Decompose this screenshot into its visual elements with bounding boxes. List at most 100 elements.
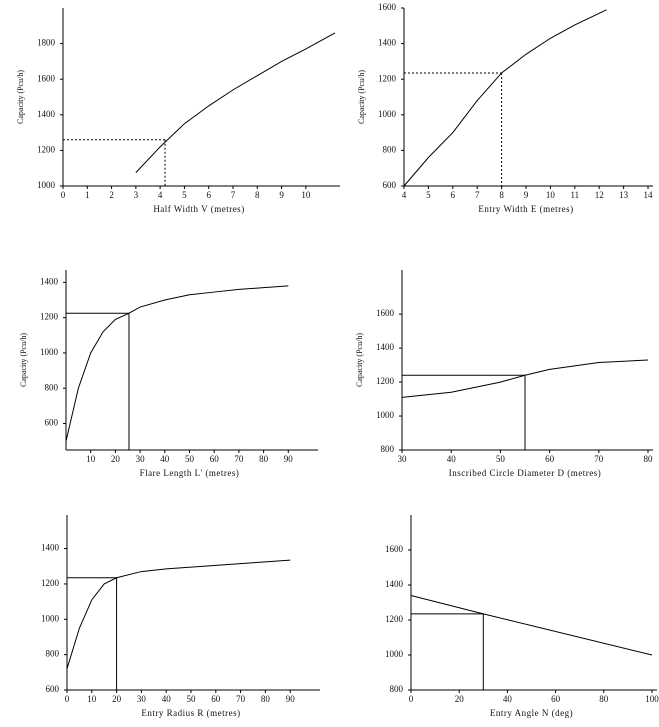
y-tick-label: 1400 [376,342,395,352]
x-tick-label: 60 [211,694,221,704]
line-chart: 10 20 30 40 50 60 70 80 90 600 800 1000 1200 1400 Flar… [19,270,318,478]
x-tick-label: 8 [255,190,260,200]
x-tick-label: 0 [61,190,66,200]
x-tick-label: 40 [160,454,170,464]
x-tick-label: 9 [524,190,529,200]
x-tick-label: 70 [594,454,604,464]
x-tick-label: 6 [206,190,211,200]
y-tick-label: 1200 [378,73,397,83]
y-tick-label: 1600 [376,308,395,318]
x-tick-label: 10 [301,190,311,200]
y-axis-label: Capacity (Pcu/h) [16,70,25,124]
x-tick-label: 13 [619,190,629,200]
curve [401,359,649,398]
y-tick-label: 1200 [37,144,56,154]
line-chart: 4 5 6 7 8 9 10 11 12 13 14 600 800 1000 1200 1400 1600 En… [357,2,653,214]
x-tick-label: 80 [259,454,269,464]
y-tick-label: 1000 [41,613,60,623]
y-tick-label: 1000 [385,649,404,659]
x-tick-label: 80 [599,694,609,704]
x-tick-label: 60 [551,694,561,704]
y-tick-label: 1000 [376,410,395,420]
y-tick-label: 600 [45,418,59,428]
x-tick-label: 9 [279,190,284,200]
x-tick-label: 14 [644,190,654,200]
x-tick-label: 80 [644,454,654,464]
x-tick-label: 90 [284,454,294,464]
line-chart: 30 40 50 60 70 80 800 1000 1200 1400 1600 Inscribed… [355,270,653,478]
y-tick-label: 1400 [40,276,59,286]
y-tick-label: 600 [46,684,60,694]
x-axis-label: Entry Width E (metres) [478,204,573,214]
y-tick-label: 1400 [41,543,60,553]
x-tick-label: 6 [451,190,456,200]
x-tick-label: 0 [409,694,414,704]
x-tick-label: 1 [85,190,90,200]
x-axis-label: Entry Angle N (deg) [490,708,573,718]
x-tick-label: 40 [503,694,513,704]
x-tick-label: 3 [134,190,139,200]
y-tick-label: 1600 [385,544,404,554]
line-chart: 0 20 40 60 80 100 800 1000 1200 1400 1600 Entry Ang… [385,515,659,718]
x-tick-label: 10 [86,454,96,464]
y-axis-label: Capacity (Pcu/h) [19,333,28,387]
x-axis-label: Inscribed Circle Diameter D (metres) [449,468,601,478]
curve [66,559,291,669]
y-axis-label: Capacity (Pcu/h) [357,70,366,124]
x-tick-label: 70 [234,454,244,464]
x-tick-label: 4 [402,190,407,200]
y-axis-label: Capacity (Pcu/h) [355,333,364,387]
x-tick-label: 20 [455,694,465,704]
x-tick-label: 20 [112,694,122,704]
x-tick-label: 7 [475,190,480,200]
x-tick-label: 80 [261,694,271,704]
y-tick-label: 800 [390,684,404,694]
y-tick-label: 1600 [378,2,397,12]
x-tick-label: 10 [546,190,556,200]
x-tick-label: 90 [286,694,296,704]
y-tick-label: 1600 [37,73,56,83]
x-axis-label: Half Width V (metres) [153,204,244,214]
x-tick-label: 5 [426,190,431,200]
curve [135,32,336,173]
x-tick-label: 5 [182,190,187,200]
x-tick-label: 2 [109,190,114,200]
y-tick-label: 1400 [37,109,56,119]
x-tick-label: 0 [65,694,70,704]
x-axis-label: Flare Length L' (metres) [140,468,240,478]
x-tick-label: 50 [496,454,506,464]
x-tick-label: 100 [645,694,659,704]
y-tick-label: 1400 [378,38,397,48]
y-tick-label: 800 [381,444,395,454]
x-tick-label: 12 [595,190,604,200]
y-tick-label: 800 [46,649,60,659]
y-tick-label: 1200 [385,614,404,624]
y-tick-label: 800 [383,144,397,154]
x-axis-label: Entry Radius R (metres) [141,708,240,718]
x-tick-label: 60 [210,454,220,464]
y-tick-label: 1400 [385,579,404,589]
x-tick-label: 50 [185,454,195,464]
x-tick-label: 40 [447,454,457,464]
x-tick-label: 7 [231,190,236,200]
x-tick-label: 30 [398,454,408,464]
x-tick-label: 20 [111,454,121,464]
x-tick-label: 70 [236,694,246,704]
y-tick-label: 1200 [41,578,60,588]
y-tick-label: 1000 [40,347,59,357]
x-tick-label: 11 [570,190,579,200]
y-tick-label: 1200 [40,312,59,322]
y-tick-label: 600 [383,180,397,190]
x-tick-label: 60 [545,454,555,464]
curve [403,9,607,187]
line-chart: 0 1 2 3 4 5 6 7 8 9 10 1000 1200 1400 1600 1800 Half Wid… [16,8,340,214]
line-chart: 0 10 20 30 40 50 60 70 80 90 600 800 1000 1200 1400 Ent… [41,515,320,718]
curve [65,285,289,442]
x-tick-label: 30 [137,694,147,704]
x-tick-label: 4 [158,190,163,200]
x-tick-label: 50 [187,694,197,704]
x-tick-label: 40 [162,694,172,704]
y-tick-label: 800 [45,382,59,392]
y-tick-label: 1200 [376,376,395,386]
y-tick-label: 1000 [378,109,397,119]
